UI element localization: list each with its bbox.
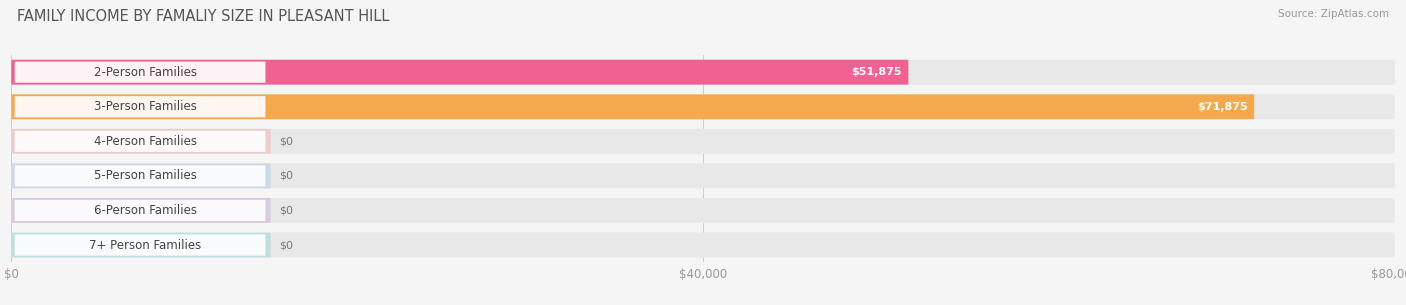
FancyBboxPatch shape — [14, 165, 266, 186]
Text: 6-Person Families: 6-Person Families — [94, 204, 197, 217]
Text: $0: $0 — [280, 206, 294, 215]
FancyBboxPatch shape — [11, 94, 1395, 119]
Text: $71,875: $71,875 — [1197, 102, 1247, 112]
FancyBboxPatch shape — [11, 233, 270, 257]
Text: 4-Person Families: 4-Person Families — [94, 135, 197, 148]
FancyBboxPatch shape — [14, 235, 266, 256]
Text: Source: ZipAtlas.com: Source: ZipAtlas.com — [1278, 9, 1389, 19]
FancyBboxPatch shape — [14, 200, 266, 221]
Text: $0: $0 — [280, 171, 294, 181]
Text: FAMILY INCOME BY FAMALIY SIZE IN PLEASANT HILL: FAMILY INCOME BY FAMALIY SIZE IN PLEASAN… — [17, 9, 389, 24]
FancyBboxPatch shape — [11, 129, 1395, 154]
Text: 3-Person Families: 3-Person Families — [94, 100, 197, 113]
Text: $0: $0 — [280, 136, 294, 146]
Text: $51,875: $51,875 — [851, 67, 901, 77]
Text: 2-Person Families: 2-Person Families — [94, 66, 197, 79]
FancyBboxPatch shape — [11, 163, 270, 188]
Text: 7+ Person Families: 7+ Person Families — [89, 239, 201, 252]
FancyBboxPatch shape — [14, 96, 266, 117]
Text: 5-Person Families: 5-Person Families — [94, 169, 197, 182]
FancyBboxPatch shape — [11, 60, 1395, 84]
FancyBboxPatch shape — [11, 198, 270, 223]
FancyBboxPatch shape — [11, 60, 908, 84]
FancyBboxPatch shape — [14, 62, 266, 83]
FancyBboxPatch shape — [14, 131, 266, 152]
FancyBboxPatch shape — [11, 94, 1254, 119]
FancyBboxPatch shape — [11, 129, 270, 154]
FancyBboxPatch shape — [11, 163, 1395, 188]
FancyBboxPatch shape — [11, 233, 1395, 257]
Text: $0: $0 — [280, 240, 294, 250]
FancyBboxPatch shape — [11, 198, 1395, 223]
